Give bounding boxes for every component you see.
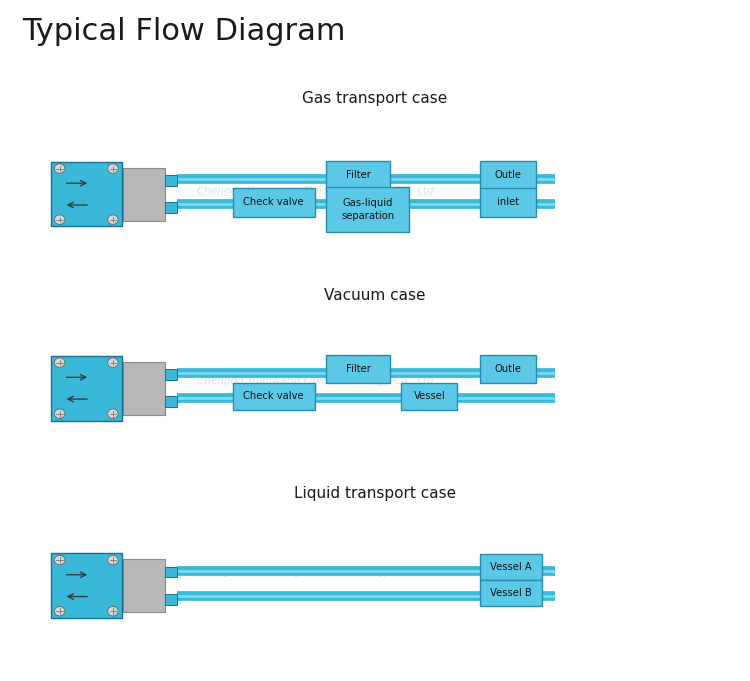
- Bar: [165, 202, 177, 213]
- Circle shape: [108, 215, 118, 225]
- Text: inlet: inlet: [497, 197, 519, 207]
- Text: Gas-liquid
separation: Gas-liquid separation: [341, 198, 394, 221]
- Text: Typical Flow Diagram: Typical Flow Diagram: [22, 17, 346, 46]
- Bar: [51, 553, 122, 618]
- Bar: [232, 188, 315, 217]
- Text: Vessel A: Vessel A: [490, 563, 532, 572]
- Bar: [480, 580, 542, 606]
- Bar: [51, 355, 122, 420]
- Text: Vessel B: Vessel B: [490, 588, 532, 598]
- Bar: [123, 362, 165, 415]
- Bar: [232, 383, 315, 410]
- Bar: [165, 396, 177, 407]
- Circle shape: [54, 358, 64, 368]
- Bar: [480, 355, 536, 383]
- Bar: [480, 188, 536, 217]
- Circle shape: [54, 606, 64, 616]
- Text: Filter: Filter: [346, 170, 370, 180]
- Circle shape: [108, 409, 118, 418]
- Bar: [165, 594, 177, 605]
- Text: Check valve: Check valve: [244, 197, 304, 207]
- Circle shape: [54, 556, 64, 565]
- Circle shape: [108, 358, 118, 368]
- Bar: [123, 168, 165, 221]
- Bar: [326, 355, 390, 383]
- Bar: [326, 187, 409, 232]
- Bar: [480, 161, 536, 189]
- Text: Vessel: Vessel: [413, 392, 446, 401]
- Bar: [123, 559, 165, 612]
- Text: Vacuum case: Vacuum case: [324, 288, 426, 303]
- Text: Gas transport case: Gas transport case: [302, 91, 448, 106]
- Text: Chengdu Yuanwang Fluid Technology Co., Ltd: Chengdu Yuanwang Fluid Technology Co., L…: [196, 377, 434, 386]
- Circle shape: [108, 606, 118, 616]
- Text: Chengdu Yuanwang Fluid Technology Co., Ltd: Chengdu Yuanwang Fluid Technology Co., L…: [196, 186, 434, 195]
- Text: Chengdu Yuanwang Fluid Technology Co., Ltd: Chengdu Yuanwang Fluid Technology Co., L…: [196, 567, 434, 577]
- Circle shape: [54, 163, 64, 174]
- Text: Check valve: Check valve: [244, 392, 304, 401]
- Circle shape: [54, 409, 64, 418]
- Bar: [51, 162, 122, 226]
- Text: Filter: Filter: [346, 364, 370, 374]
- Bar: [401, 383, 457, 410]
- Circle shape: [108, 556, 118, 565]
- Text: Liquid transport case: Liquid transport case: [294, 486, 456, 501]
- Circle shape: [108, 163, 118, 174]
- Bar: [480, 554, 542, 580]
- Text: Outle: Outle: [495, 364, 522, 374]
- Bar: [326, 161, 390, 189]
- Text: Outle: Outle: [495, 170, 522, 180]
- Bar: [165, 175, 177, 186]
- Bar: [165, 369, 177, 380]
- Bar: [165, 567, 177, 577]
- Circle shape: [54, 215, 64, 225]
